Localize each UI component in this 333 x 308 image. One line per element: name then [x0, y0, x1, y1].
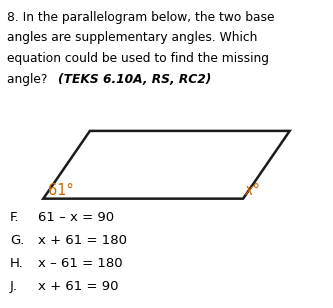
Text: 61°: 61°	[48, 183, 74, 198]
Text: equation could be used to find the missing: equation could be used to find the missi…	[7, 52, 269, 65]
Text: 61 – x = 90: 61 – x = 90	[38, 211, 115, 224]
Text: F.: F.	[10, 211, 20, 224]
Polygon shape	[43, 131, 290, 199]
Text: angle?: angle?	[7, 73, 51, 86]
Text: x + 61 = 180: x + 61 = 180	[38, 234, 127, 247]
Text: G.: G.	[10, 234, 24, 247]
Text: x – 61 = 180: x – 61 = 180	[38, 257, 123, 270]
Text: (TEKS 6.10A, RS, RC2): (TEKS 6.10A, RS, RC2)	[58, 73, 212, 86]
Text: H.: H.	[10, 257, 24, 270]
Text: x°: x°	[245, 183, 261, 198]
Text: x + 61 = 90: x + 61 = 90	[38, 280, 119, 293]
Text: J.: J.	[10, 280, 18, 293]
Text: angles are supplementary angles. Which: angles are supplementary angles. Which	[7, 31, 257, 44]
Text: 8. In the parallelogram below, the two base: 8. In the parallelogram below, the two b…	[7, 11, 274, 24]
